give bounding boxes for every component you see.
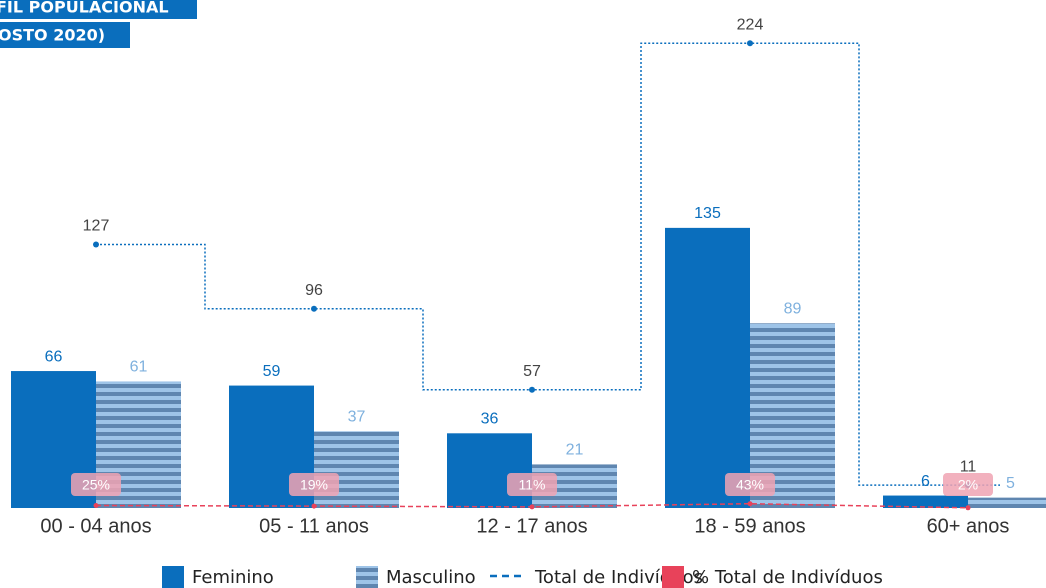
data-label: 66	[45, 348, 63, 365]
data-label: 11	[960, 458, 977, 475]
data-label: 19%	[300, 477, 328, 493]
bar	[314, 431, 399, 508]
title-box	[0, 22, 130, 48]
legend-swatch	[356, 566, 378, 588]
bar	[665, 227, 750, 508]
percent-point	[965, 505, 971, 511]
percent-label-box	[507, 473, 557, 496]
data-label: 21	[566, 442, 584, 459]
legend-swatch	[162, 566, 184, 588]
percent-label-box	[725, 473, 775, 496]
percent-point	[747, 501, 753, 507]
data-label: 57	[523, 363, 541, 380]
title-box	[0, 0, 197, 19]
percent-label-box	[943, 473, 993, 496]
x-tick-label: 00 - 04 anos	[40, 515, 151, 537]
data-label: 224	[737, 16, 764, 33]
legend-swatch	[662, 566, 684, 588]
legend-label: Total de Indivíduos	[534, 567, 703, 588]
data-label: 5	[1006, 475, 1015, 492]
total-point	[529, 386, 535, 393]
x-tick-label: 18 - 59 anos	[694, 515, 805, 537]
data-label: 37	[348, 408, 366, 425]
data-label: 96	[305, 282, 323, 299]
data-label: 61	[130, 359, 148, 376]
bar	[968, 497, 1046, 508]
x-tick-label: 60+ anos	[927, 515, 1010, 537]
percent-point	[93, 503, 99, 509]
percent-label-box	[289, 473, 339, 496]
chart-title: FIL POPULACIONAL	[0, 0, 169, 17]
data-label: 43%	[736, 477, 764, 493]
x-tick-label: 12 - 17 anos	[476, 515, 587, 537]
bar	[883, 495, 968, 508]
data-label: 89	[784, 301, 802, 318]
data-label: 2%	[958, 477, 978, 493]
percent-point	[529, 504, 535, 510]
data-label: 6	[921, 473, 930, 490]
chart-title: OSTO 2020)	[0, 26, 105, 45]
total-point	[747, 40, 753, 47]
total-point	[311, 305, 317, 312]
data-label: 127	[83, 218, 110, 235]
percent-point	[311, 503, 317, 509]
legend-label: Masculino	[386, 567, 476, 588]
legend-label: % Total de Indivíduos	[692, 567, 883, 588]
data-label: 11%	[519, 477, 546, 493]
data-label: 135	[694, 205, 721, 222]
data-label: 36	[481, 411, 499, 428]
bar	[447, 433, 532, 508]
data-label: 59	[263, 363, 281, 380]
legend-label: Feminino	[192, 567, 274, 588]
total-point	[93, 241, 99, 248]
x-tick-label: 05 - 11 anos	[259, 515, 369, 537]
percent-label-box	[71, 473, 121, 496]
data-label: 25%	[82, 477, 110, 493]
